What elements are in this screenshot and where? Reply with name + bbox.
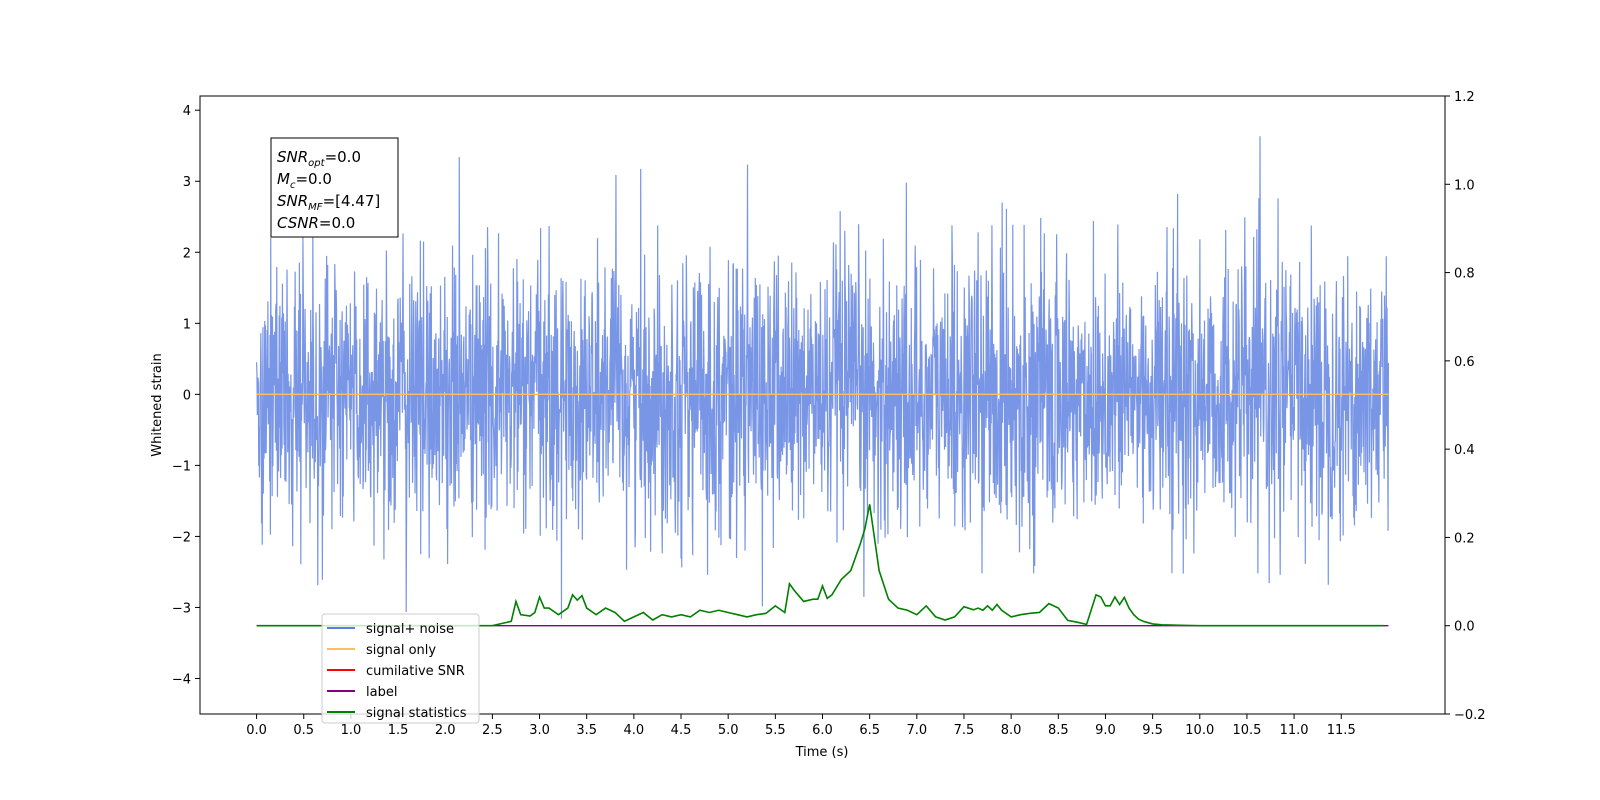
- x-tick-label: 10.0: [1185, 723, 1214, 738]
- legend: signal+ noise signal only cumilative SNR la…: [321, 613, 480, 724]
- x-tick-label: 11.0: [1280, 723, 1309, 738]
- x-tick-label: 4.0: [624, 723, 645, 738]
- y-tick-label: −3: [172, 601, 191, 616]
- annotation-subscript: opt: [308, 158, 325, 169]
- legend-label: signal statistics: [366, 706, 467, 721]
- annotation-value: =[4.47]: [323, 192, 381, 210]
- annotation-line: CSNR=0.0: [277, 214, 355, 232]
- series-signal-statistics: [256, 504, 1384, 627]
- x-tick-label: 5.0: [718, 723, 739, 738]
- annotation-subscript: MF: [308, 202, 323, 213]
- legend-frame: [321, 613, 480, 724]
- legend-label: label: [366, 685, 397, 700]
- y-tick-label: −1: [172, 459, 191, 474]
- y2-axis-ticks: 1.2 1.0 0.8 0.6 0.4 0.2 0.0 −0.2: [1445, 90, 1486, 723]
- legend-label: signal only: [366, 643, 436, 658]
- y2-tick-label: 0.0: [1454, 620, 1475, 635]
- y2-tick-label: 0.8: [1454, 267, 1475, 282]
- x-tick-label: 0.5: [293, 723, 314, 738]
- x-axis-ticks: 0.0 0.5 1.0 1.5 2.0 2.5 3.0 3.5 4.0 4.5 5.0 5.5 6.0 6…: [246, 714, 1356, 738]
- annotation-frame: [270, 137, 399, 238]
- x-tick-label: 3.0: [529, 723, 550, 738]
- annotation-value: =0.0: [325, 148, 361, 166]
- y-axis-ticks: 4 3 2 1 0 −1 −2 −3 −4: [172, 104, 200, 687]
- y2-tick-label: 0.2: [1454, 531, 1475, 546]
- x-tick-label: 4.5: [671, 723, 692, 738]
- x-tick-label: 7.0: [906, 723, 927, 738]
- y2-tick-label: 0.6: [1454, 355, 1475, 370]
- annotation-symbol: M: [277, 170, 290, 188]
- y-tick-label: −4: [172, 672, 191, 687]
- x-tick-label: 2.5: [482, 723, 503, 738]
- series-signal-noise: [255, 136, 1390, 619]
- x-tick-label: 9.0: [1095, 723, 1116, 738]
- y-tick-label: 3: [183, 175, 191, 190]
- legend-label: cumilative SNR: [366, 664, 465, 679]
- annotation-line: SNRMF=[4.47]: [277, 192, 380, 213]
- x-tick-label: 6.0: [812, 723, 833, 738]
- y2-tick-label: 1.0: [1454, 178, 1475, 193]
- y2-tick-label: 1.2: [1454, 90, 1475, 105]
- x-tick-label: 3.5: [576, 723, 597, 738]
- x-tick-label: 8.5: [1048, 723, 1069, 738]
- x-tick-label: 0.0: [246, 723, 267, 738]
- annotation-line: SNRopt=0.0: [277, 148, 361, 169]
- x-tick-label: 7.5: [954, 723, 975, 738]
- x-tick-label: 6.5: [859, 723, 880, 738]
- y2-tick-label: 0.4: [1454, 443, 1475, 458]
- y2-tick-label: −0.2: [1454, 708, 1486, 723]
- y-axis-label: Whitened strain: [150, 353, 165, 456]
- y-tick-label: 2: [183, 246, 191, 261]
- y-tick-label: 4: [183, 104, 191, 119]
- annotation-symbol: SNR: [277, 192, 308, 210]
- x-tick-label: 8.0: [1001, 723, 1022, 738]
- legend-label: signal+ noise: [366, 622, 454, 637]
- x-tick-label: 11.5: [1327, 723, 1356, 738]
- x-tick-label: 10.5: [1232, 723, 1261, 738]
- x-tick-label: 1.0: [341, 723, 362, 738]
- x-axis-label: Time (s): [795, 745, 849, 760]
- x-tick-label: 9.5: [1142, 723, 1163, 738]
- y-tick-label: 1: [183, 317, 191, 332]
- annotation-symbol: CSNR: [277, 214, 319, 232]
- annotation-value: =0.0: [295, 170, 331, 188]
- x-tick-label: 5.5: [765, 723, 786, 738]
- annotation-subscript: c: [290, 180, 296, 191]
- y-tick-label: −2: [172, 530, 191, 545]
- annotation-line: Mc=0.0: [277, 170, 332, 191]
- y-tick-label: 0: [183, 388, 191, 403]
- x-tick-label: 1.5: [388, 723, 409, 738]
- annotation-symbol: SNR: [277, 148, 308, 166]
- annotation-value: =0.0: [319, 214, 355, 232]
- x-tick-label: 2.0: [435, 723, 456, 738]
